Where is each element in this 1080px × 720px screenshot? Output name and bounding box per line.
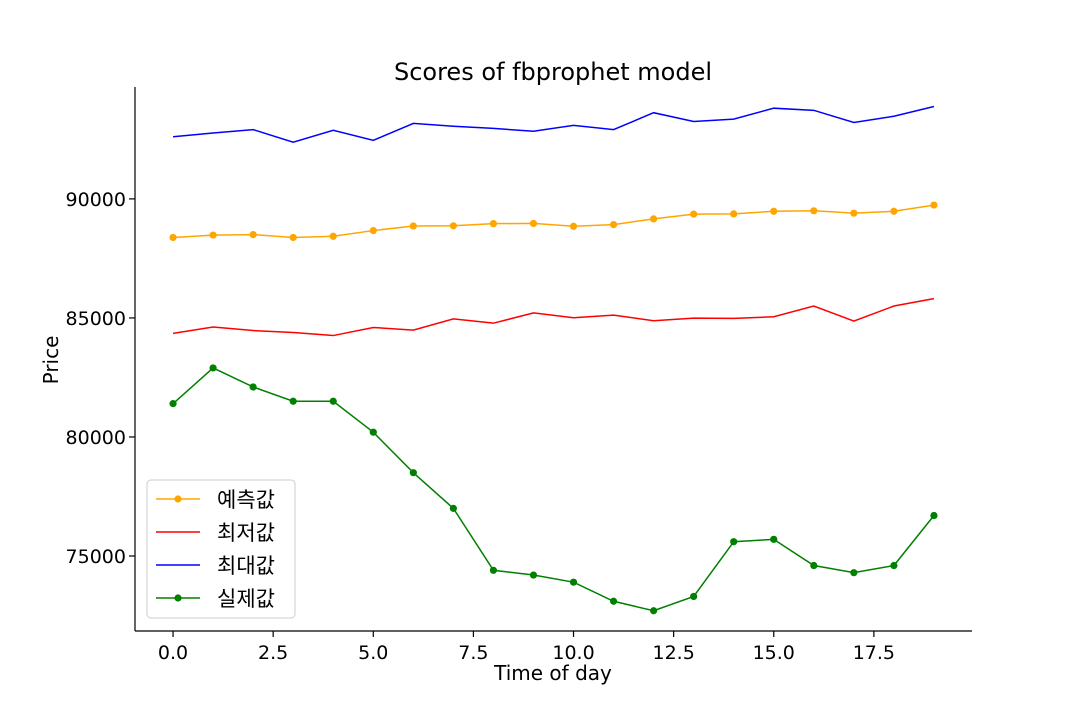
legend-marker <box>174 594 182 602</box>
data-point <box>409 469 417 477</box>
data-point <box>289 233 297 242</box>
data-point <box>169 233 177 242</box>
series-line <box>172 297 935 337</box>
data-point <box>690 592 698 601</box>
legend-label: 최저값 <box>217 521 275 545</box>
data-point <box>369 226 377 235</box>
data-point <box>810 207 818 215</box>
x-tick-label: 15.0 <box>753 642 795 664</box>
y-tick-label: 85000 <box>66 308 126 330</box>
data-point <box>249 231 257 239</box>
series-line <box>172 367 935 612</box>
data-point <box>609 221 618 229</box>
data-point <box>409 222 417 230</box>
y-axis-label: Price <box>39 336 63 385</box>
data-point <box>569 222 578 230</box>
chart-title: Scores of fbprophet model <box>394 58 712 86</box>
data-point <box>529 571 538 579</box>
y-tick-label: 75000 <box>66 546 126 568</box>
data-point <box>289 397 297 405</box>
data-point <box>810 561 818 570</box>
data-point <box>650 607 658 615</box>
x-tick-label: 10.0 <box>552 642 594 664</box>
legend-label: 최대값 <box>217 554 275 578</box>
data-point <box>209 364 217 372</box>
data-point <box>850 569 858 577</box>
data-point <box>329 232 337 240</box>
data-point <box>890 207 898 215</box>
x-tick-label: 12.5 <box>652 642 694 664</box>
series-1 <box>172 297 935 337</box>
legend-label: 예측값 <box>217 488 275 512</box>
y-tick-label: 90000 <box>66 189 126 211</box>
data-point <box>569 578 578 586</box>
x-tick-label: 17.5 <box>853 642 895 664</box>
x-tick-label: 7.5 <box>458 642 488 664</box>
x-tick-label: 5.0 <box>358 642 388 664</box>
data-point <box>609 597 618 605</box>
data-point <box>770 207 778 215</box>
series-line <box>172 105 935 144</box>
x-ticks: 0.0 2.5 5.0 7.5 10.0 12.5 15.0 17.5 <box>158 631 895 664</box>
data-point <box>489 566 498 574</box>
x-tick-label: 2.5 <box>258 642 288 664</box>
legend-label: 실제값 <box>217 587 275 611</box>
data-point <box>329 397 337 405</box>
data-point <box>890 561 898 570</box>
data-point <box>730 538 738 546</box>
data-point <box>489 220 498 228</box>
data-point <box>169 400 177 408</box>
series-line <box>173 204 935 239</box>
data-point <box>369 428 377 436</box>
series-0 <box>169 201 938 242</box>
data-point <box>930 511 938 520</box>
data-point <box>449 504 457 512</box>
legend-marker <box>174 495 182 503</box>
series-2 <box>172 105 935 144</box>
legend-box <box>146 479 296 619</box>
data-point <box>930 201 938 209</box>
x-tick-label: 0.0 <box>158 642 188 664</box>
data-point <box>690 210 698 218</box>
plot-area <box>169 105 938 615</box>
x-axis-label: Time of day <box>493 661 612 685</box>
y-tick-label: 80000 <box>66 427 126 449</box>
data-point <box>650 215 658 223</box>
data-point <box>209 231 217 239</box>
data-point <box>770 535 778 543</box>
data-point <box>529 219 538 228</box>
y-ticks: 75000 80000 85000 90000 <box>66 189 135 568</box>
data-point <box>850 209 858 217</box>
data-point <box>449 222 457 230</box>
data-point <box>730 210 738 218</box>
data-point <box>249 383 257 391</box>
series-3 <box>169 364 938 615</box>
